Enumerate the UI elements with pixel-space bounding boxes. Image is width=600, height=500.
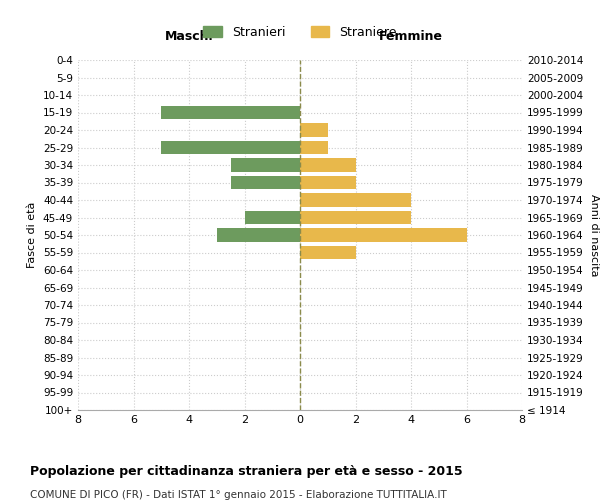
Bar: [300, 124, 328, 136]
Bar: [300, 194, 411, 206]
Bar: [230, 176, 300, 189]
Text: Popolazione per cittadinanza straniera per età e sesso - 2015: Popolazione per cittadinanza straniera p…: [30, 465, 463, 478]
Bar: [300, 246, 355, 259]
Bar: [230, 158, 300, 172]
Bar: [300, 158, 355, 172]
Legend: Stranieri, Straniere: Stranieri, Straniere: [198, 20, 402, 44]
Text: COMUNE DI PICO (FR) - Dati ISTAT 1° gennaio 2015 - Elaborazione TUTTITALIA.IT: COMUNE DI PICO (FR) - Dati ISTAT 1° genn…: [30, 490, 447, 500]
Bar: [161, 141, 300, 154]
Y-axis label: Anni di nascita: Anni di nascita: [589, 194, 599, 276]
Bar: [300, 211, 411, 224]
Bar: [300, 141, 328, 154]
Bar: [161, 106, 300, 119]
Bar: [300, 228, 467, 241]
Bar: [217, 228, 300, 241]
Bar: [300, 176, 355, 189]
Y-axis label: Fasce di età: Fasce di età: [28, 202, 37, 268]
Text: Femmine: Femmine: [379, 30, 443, 43]
Bar: [245, 211, 300, 224]
Text: Maschi: Maschi: [164, 30, 214, 43]
